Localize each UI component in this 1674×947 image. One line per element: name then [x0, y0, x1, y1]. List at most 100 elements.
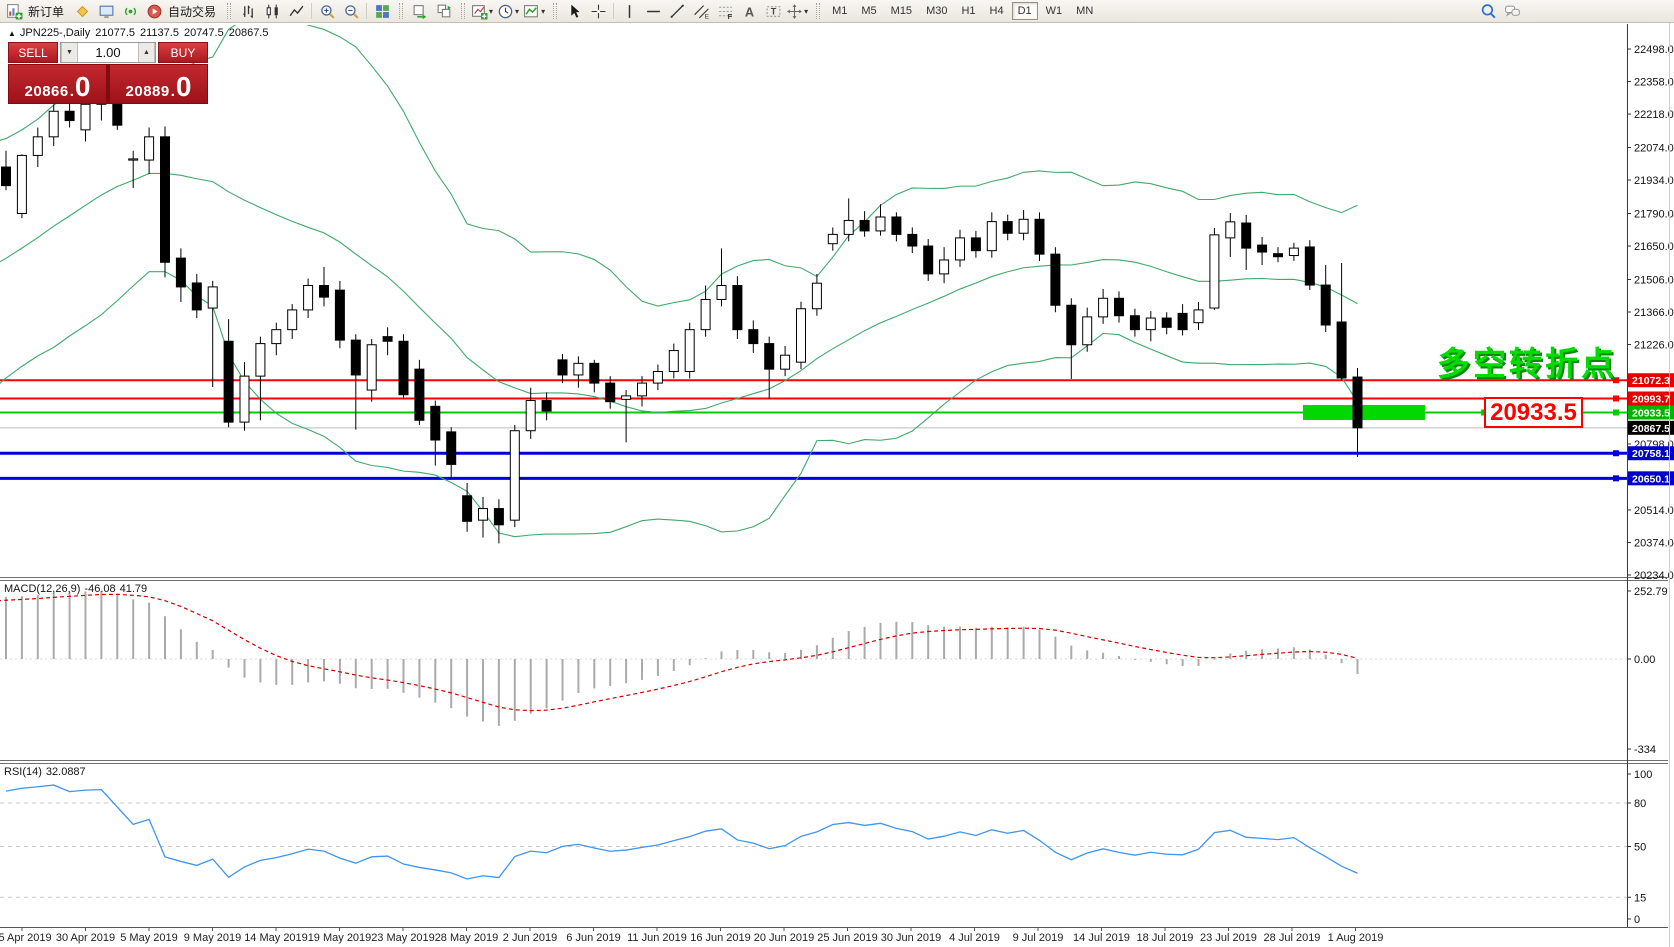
bar-chart-button[interactable] [236, 0, 260, 22]
svg-text:28 Jul 2019: 28 Jul 2019 [1264, 932, 1321, 944]
timeframe-m1-button[interactable]: M1 [832, 5, 848, 17]
channel-tool[interactable]: E [689, 0, 713, 22]
timeframe-h4-button[interactable]: H4 [989, 5, 1004, 17]
horizontal-line-tool[interactable] [641, 0, 665, 22]
timeframe-m5-button[interactable]: M5 [861, 5, 877, 17]
candle-body [668, 350, 679, 372]
svg-text:2 Jun 2019: 2 Jun 2019 [503, 932, 557, 944]
autotrade-button-label: 自动交易 [168, 4, 217, 19]
candle-body [350, 339, 361, 376]
svg-text:20758.1: 20758.1 [1632, 448, 1670, 460]
candle-body [334, 289, 345, 341]
panel-collapse-icon[interactable]: ▲ [8, 29, 16, 38]
candle-body [907, 233, 918, 247]
svg-text:21790.0: 21790.0 [1634, 208, 1674, 220]
timeframe-m15-button[interactable]: M15 [890, 5, 913, 17]
candle-body [605, 382, 616, 403]
timeframe-mn-button[interactable]: MN [1076, 5, 1094, 17]
sell-button[interactable]: SELL [8, 42, 58, 63]
candle-body [589, 362, 600, 384]
vertical-line-tool[interactable] [617, 0, 641, 22]
rsi-label: RSI(14) 32.0887 [4, 766, 86, 778]
candle-body [939, 259, 950, 275]
svg-text:15: 15 [1634, 892, 1646, 904]
svg-text:20867.5: 20867.5 [1632, 423, 1670, 435]
cursor-tool-button[interactable] [562, 0, 586, 22]
volume-decrease-button[interactable]: ▼ [61, 43, 78, 62]
candle-body [398, 340, 409, 396]
autotrade-button[interactable] [142, 0, 166, 22]
svg-text:-334: -334 [1634, 744, 1656, 756]
timeframe-m30-button[interactable]: M30 [926, 5, 948, 17]
candle-body [16, 154, 27, 214]
ohlc-high: 21137.5 [140, 27, 179, 39]
svg-text:22218.0: 22218.0 [1634, 109, 1674, 121]
svg-text:28 May 2019: 28 May 2019 [435, 932, 499, 944]
candle-body [684, 329, 695, 372]
svg-text:19 May 2019: 19 May 2019 [308, 932, 372, 944]
candle-body [1304, 246, 1315, 286]
shapes-tool[interactable]: ▾ [785, 0, 811, 22]
candle-body [1352, 376, 1363, 429]
chevron-down-icon: ▾ [804, 6, 809, 16]
zoom-in-button[interactable] [315, 0, 339, 22]
candle-body [1161, 317, 1172, 328]
candle-body [764, 343, 775, 370]
new-order-icon [6, 3, 22, 19]
svg-text:21226.0: 21226.0 [1634, 340, 1674, 352]
candle-body [843, 219, 854, 235]
search-button[interactable] [1476, 0, 1500, 22]
volume-increase-button[interactable]: ▲ [138, 43, 155, 62]
support-highlight-bar[interactable] [1303, 404, 1425, 420]
sell-price-button[interactable]: 20866. 0 [8, 64, 107, 104]
tile-windows-button[interactable] [370, 0, 394, 22]
timeframes-menu-button[interactable]: ▾ [496, 0, 522, 22]
svg-text:80: 80 [1634, 798, 1646, 810]
svg-text:20514.0: 20514.0 [1634, 505, 1674, 517]
candle-body [1050, 253, 1061, 306]
line-chart-icon [289, 5, 303, 16]
horizontal-line-icon [646, 10, 660, 12]
chat-button[interactable] [1500, 0, 1524, 22]
candle-body [1288, 247, 1299, 257]
fibonacci-tool[interactable]: F [713, 0, 737, 22]
chevron-down-icon: ▾ [515, 6, 520, 16]
arrange-charts-button[interactable] [408, 0, 432, 22]
terminal-button[interactable] [94, 0, 118, 22]
svg-text:22358.0: 22358.0 [1634, 77, 1674, 89]
new-order-button[interactable] [2, 0, 26, 22]
templates-menu-button[interactable]: ▾ [522, 0, 548, 22]
timeframe-w1-button[interactable]: W1 [1045, 5, 1063, 17]
candle-body [541, 400, 552, 412]
trendline-tool[interactable] [665, 0, 689, 22]
signals-button[interactable] [118, 0, 142, 22]
svg-text:14 May 2019: 14 May 2019 [244, 932, 308, 944]
bar-chart-icon [242, 5, 253, 18]
zoom-out-button[interactable] [339, 0, 363, 22]
line-chart-button[interactable] [284, 0, 308, 22]
new-chart-button[interactable]: ▾ [470, 0, 496, 22]
turning-point-annotation[interactable]: 多空转折点 [1437, 345, 1617, 382]
svg-text:25 Apr 2019: 25 Apr 2019 [0, 932, 52, 944]
candlestick-chart-button[interactable] [260, 0, 284, 22]
timeframe-d1-button[interactable]: D1 [1011, 2, 1038, 20]
candle-body [80, 103, 91, 131]
candle-body [557, 359, 568, 376]
price-level-label[interactable]: 20933.5 [1484, 397, 1583, 428]
text-tool[interactable]: A [737, 0, 761, 22]
ohlc-close: 20867.5 [228, 27, 269, 39]
volume-input[interactable]: 1.00 [95, 45, 121, 60]
candle-body [64, 110, 75, 122]
buy-button[interactable]: BUY [158, 42, 208, 63]
text-label-tool[interactable]: T [761, 0, 785, 22]
candle-body [700, 298, 711, 331]
cascade-charts-button[interactable] [432, 0, 456, 22]
community-button[interactable] [70, 0, 94, 22]
crosshair-tool-button[interactable] [586, 0, 610, 22]
buy-price-button[interactable]: 20889. 0 [109, 64, 208, 104]
macd-signal-line [0, 593, 1358, 712]
svg-text:21366.0: 21366.0 [1634, 307, 1674, 319]
timeframe-h1-button[interactable]: H1 [961, 5, 976, 17]
svg-text:30 Apr 2019: 30 Apr 2019 [56, 932, 115, 944]
